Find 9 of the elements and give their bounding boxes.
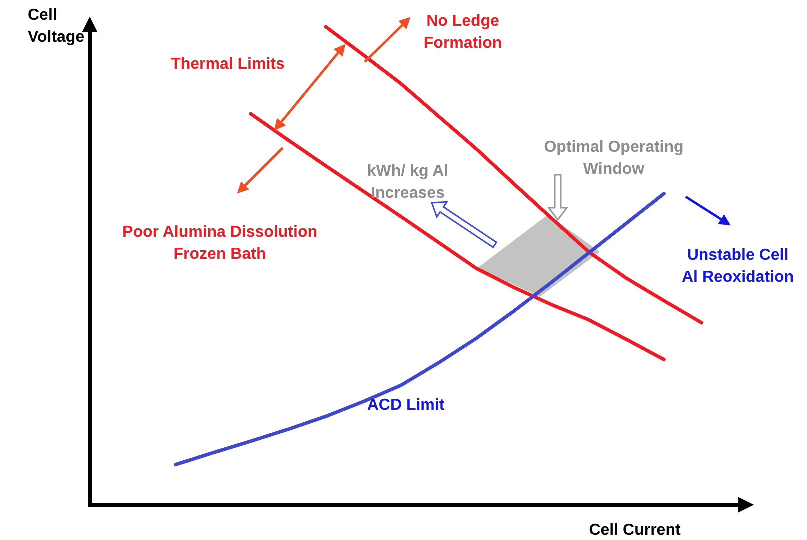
annotation: Poor Alumina Dissolution Frozen Bath: [122, 224, 318, 263]
x-axis-title: Cell Current: [589, 522, 682, 539]
y-axis-title: Cell Voltage: [28, 7, 85, 46]
annotation: No Ledge Formation: [424, 13, 502, 52]
annotation: ACD Limit: [367, 397, 446, 414]
annotation: Unstable Cell Al Reoxidation: [682, 247, 794, 286]
annotation: Thermal Limits: [171, 56, 285, 73]
annotation: Optimal Operating Window: [544, 139, 684, 178]
annotation: kWh/ kg Al Increases: [367, 163, 449, 202]
